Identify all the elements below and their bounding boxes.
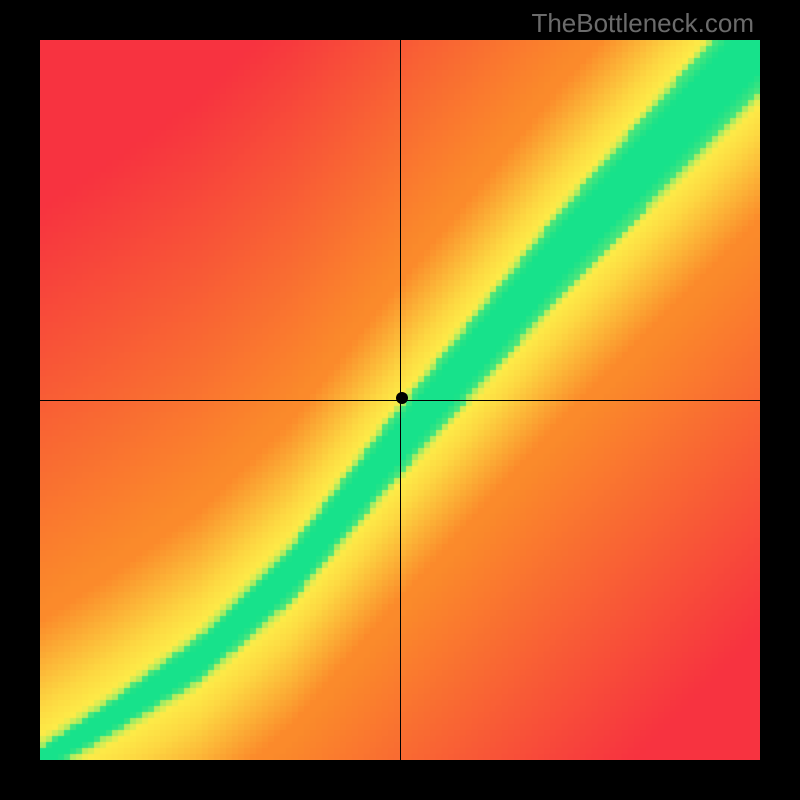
watermark-text: TheBottleneck.com — [531, 8, 754, 39]
plot-area — [40, 40, 760, 760]
data-point-marker — [396, 392, 408, 404]
